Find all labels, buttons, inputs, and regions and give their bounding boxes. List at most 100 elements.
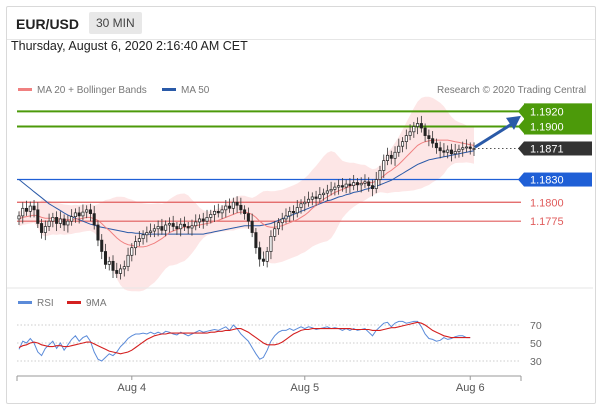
candle-body [348, 183, 352, 186]
legend-ma50: MA 50 [162, 85, 209, 96]
candle-body [130, 247, 134, 256]
candle [220, 205, 224, 219]
candle-body [43, 226, 47, 233]
candle-body [28, 205, 32, 212]
candle [408, 124, 412, 141]
candle-body [322, 192, 326, 196]
candle-body [254, 232, 258, 249]
candle-body [167, 223, 171, 226]
candle [182, 216, 186, 232]
candle-body [453, 151, 457, 155]
candle-body [152, 228, 156, 232]
candle [269, 230, 273, 260]
candle-body [231, 201, 235, 209]
candle-body [408, 131, 412, 136]
candle-body [62, 218, 66, 226]
candle-body [401, 141, 405, 147]
candle [62, 214, 66, 232]
candle-body [329, 189, 333, 192]
candle-body [66, 220, 70, 226]
candle-body [70, 216, 74, 222]
candle-body [160, 226, 164, 231]
credit-text: Research © 2020 Trading Central [437, 85, 587, 96]
candle [446, 145, 450, 159]
candle-body [367, 181, 371, 186]
level-label-1.1920: 1.1920 [530, 106, 564, 118]
timeframe-badge[interactable]: 30 MIN [89, 12, 142, 34]
ma20-swatch [18, 87, 32, 91]
candle [468, 142, 472, 155]
candle [265, 246, 269, 268]
candle-body [344, 183, 348, 188]
candle [228, 198, 232, 213]
candle [246, 207, 250, 229]
candle [58, 211, 62, 229]
candle-body [201, 218, 205, 222]
candle-body [190, 225, 194, 229]
candle [21, 202, 25, 224]
candle-body [412, 126, 416, 133]
candle [126, 247, 130, 272]
candle-body [36, 209, 40, 224]
candle-body [58, 218, 62, 224]
candle-body [126, 254, 130, 267]
legend-rsi: RSI [18, 298, 54, 309]
instrument-title: EUR/USD [16, 16, 80, 32]
candle-body [250, 220, 254, 233]
candle-body [119, 268, 123, 274]
candle [427, 129, 431, 147]
candle-body [186, 226, 190, 229]
candle-body [370, 185, 374, 189]
time-tick-label: Aug 5 [290, 382, 319, 394]
candle-body [228, 205, 232, 209]
candle [423, 123, 427, 142]
candle [254, 228, 258, 254]
candle [36, 202, 40, 229]
candle [322, 188, 326, 201]
candle-body [77, 212, 81, 217]
candle-body [276, 222, 280, 230]
candle [291, 205, 296, 221]
candle [145, 226, 149, 243]
candle-body [314, 196, 318, 199]
candle [273, 221, 277, 241]
forecast-arrow-shaft [474, 122, 514, 148]
candle [457, 144, 461, 158]
legend-9ma: 9MA [67, 298, 107, 309]
candle-body [340, 185, 344, 188]
candle [209, 209, 213, 224]
rsi-tick-70: 70 [530, 320, 542, 332]
candle [307, 191, 311, 207]
candle-body [446, 149, 450, 153]
candle-body [141, 234, 145, 239]
candle [314, 190, 318, 207]
candle-body [179, 223, 183, 230]
candle [100, 234, 104, 260]
candle [47, 213, 51, 232]
candle [438, 141, 442, 159]
candle [374, 171, 378, 194]
candle [134, 235, 138, 256]
candle-body [385, 154, 390, 161]
candle [344, 179, 348, 194]
candle-body [449, 149, 453, 155]
candle [389, 150, 393, 165]
candle [51, 212, 55, 228]
candle-body [265, 251, 269, 262]
candle-body [103, 251, 108, 265]
candle-body [355, 182, 359, 186]
candle [66, 215, 70, 233]
candle [201, 212, 205, 229]
candle [329, 181, 333, 196]
candle [416, 117, 420, 135]
candle [160, 218, 164, 235]
candle-body [288, 210, 292, 217]
candle [81, 204, 85, 221]
candle-body [468, 146, 472, 149]
candle-body [363, 181, 367, 184]
candle [442, 143, 446, 157]
candle [284, 208, 288, 224]
candle-body [171, 223, 175, 227]
candle-body [209, 214, 213, 218]
candle-body [284, 215, 288, 220]
